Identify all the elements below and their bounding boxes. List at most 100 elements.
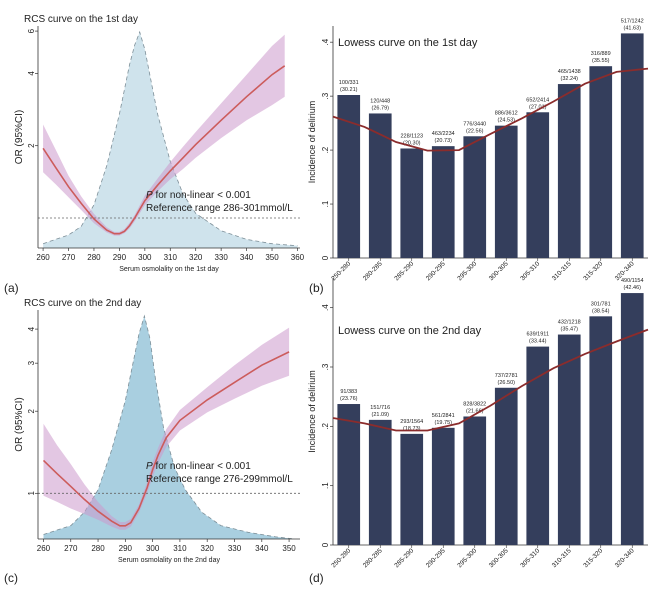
y-axis-title: OR (95%CI) — [14, 110, 25, 164]
x-tick-label: 300-305 — [488, 260, 510, 282]
x-tick-label: 310-315 — [551, 260, 573, 282]
x-axis-title: Serum osmolality on the 2nd day — [118, 557, 220, 564]
bar — [368, 113, 392, 258]
p-nonlinear-annotation: P for non-linear < 0.001 — [146, 461, 251, 472]
x-tick-label: 290-295 — [425, 260, 447, 282]
chart-title: Lowess curve on the 1st day — [338, 37, 478, 49]
bar-count-label: 737/2781 — [495, 373, 518, 379]
bar — [589, 66, 613, 259]
x-tick-label: 285-290 — [393, 547, 415, 569]
bar-percent-label: (20.73) — [435, 138, 453, 144]
x-tick-label: 295-300 — [456, 547, 478, 569]
bar-count-label: 91/383 — [340, 389, 357, 395]
bar — [400, 433, 424, 545]
x-axis-title: Serum osmolality on the 1st day — [119, 266, 219, 273]
x-tick-label: 280-285 — [362, 260, 384, 282]
y-tick-label: 0 — [321, 542, 330, 547]
y-tick-label: .1 — [321, 482, 330, 489]
bar — [368, 419, 392, 545]
ci-band — [43, 327, 290, 530]
y-tick-label: .3 — [321, 92, 330, 99]
bar — [494, 125, 518, 258]
bar-percent-label: (21.66) — [466, 408, 484, 414]
y-tick-label: 2 — [27, 408, 36, 413]
y-axis-title: OR (95%CI) — [14, 397, 25, 451]
x-tick-label: 360 — [291, 253, 305, 262]
bar-count-label: 432/1218 — [558, 320, 581, 326]
y-tick-label: 4 — [27, 326, 36, 331]
bar-percent-label: (42.46) — [624, 285, 642, 291]
bar — [526, 112, 550, 258]
p-nonlinear-annotation: P for non-linear < 0.001 — [146, 190, 251, 201]
x-tick-label: 310-315 — [551, 547, 573, 569]
x-tick-label: 300 — [138, 253, 152, 262]
x-tick-label: 290 — [113, 253, 127, 262]
bar-count-label: 465/1438 — [558, 69, 581, 75]
bar-count-label: 100/331 — [339, 80, 359, 86]
x-tick-label: 260 — [37, 544, 51, 553]
chart-title: RCS curve on the 1st day — [24, 14, 138, 25]
bar-count-label: 463/2234 — [432, 131, 455, 137]
bar — [463, 136, 487, 258]
x-tick-label: 290 — [119, 544, 133, 553]
bar-percent-label: (20.30) — [403, 140, 421, 146]
lowess-curve — [332, 67, 649, 152]
panel-d-lowess-day2: 91/383(23.76) 250-280 151/716(21.09) 280-28… — [307, 278, 649, 569]
reference-range-annotation: Reference range 286-301mmol/L — [146, 203, 293, 214]
bar-percent-label: (22.56) — [466, 128, 484, 134]
x-tick-label: 330 — [228, 544, 242, 553]
y-tick-label: .1 — [321, 200, 330, 207]
y-axis-title: Incidence of delirium — [307, 101, 317, 184]
bar-percent-label: (18.73) — [403, 426, 421, 432]
bar-count-label: 561/2841 — [432, 413, 455, 419]
y-tick-label: 1 — [27, 491, 36, 496]
bar-percent-label: (23.76) — [340, 396, 358, 402]
bar — [494, 387, 518, 545]
x-tick-label: 280-285 — [362, 547, 384, 569]
bar-count-label: 151/716 — [370, 405, 390, 411]
y-tick-label: 3 — [27, 360, 36, 365]
x-tick-label: 260 — [36, 253, 50, 262]
density-outline — [43, 314, 295, 540]
x-tick-label: 250-280 — [330, 547, 352, 569]
x-tick-label: 300-305 — [488, 547, 510, 569]
bar-count-label: 120/448 — [370, 98, 390, 104]
y-tick-label: 4 — [27, 71, 36, 76]
x-tick-label: 350 — [265, 253, 279, 262]
bar — [337, 404, 361, 545]
bar — [589, 316, 613, 545]
chart-title: Lowess curve on the 2nd day — [338, 325, 482, 337]
x-tick-label: 295-300 — [456, 260, 478, 282]
bar — [400, 148, 424, 258]
bar-count-label: 776/3440 — [463, 121, 486, 127]
y-tick-label: .4 — [321, 38, 330, 45]
bar-count-label: 886/3612 — [495, 111, 518, 117]
x-tick-label: 300 — [146, 544, 160, 553]
bar — [526, 346, 550, 545]
x-tick-label: 280 — [87, 253, 101, 262]
lowess-curve — [332, 328, 649, 432]
x-tick-label: 285-290 — [393, 260, 415, 282]
bar-percent-label: (26.79) — [372, 105, 390, 111]
or-curve — [42, 65, 286, 235]
bar-percent-label: (24.53) — [498, 118, 516, 124]
bar-percent-label: (30.21) — [340, 87, 358, 93]
bar-count-label: 490/1154 — [621, 278, 644, 284]
x-tick-label: 270 — [64, 544, 78, 553]
bar — [557, 84, 581, 258]
bar — [620, 293, 644, 545]
bar — [337, 95, 361, 259]
bar-percent-label: (27.01) — [529, 104, 547, 110]
bar-percent-label: (35.47) — [561, 327, 579, 333]
bar-count-label: 517/1242 — [621, 18, 644, 24]
y-axis-title: Incidence of delirium — [307, 370, 317, 453]
x-tick-label: 315-320 — [582, 547, 604, 569]
panel-label-a: (a) — [4, 281, 19, 295]
bar-count-label: 228/1123 — [400, 133, 423, 139]
bar-percent-label: (33.44) — [529, 339, 547, 345]
bar — [557, 334, 581, 545]
y-tick-label: .3 — [321, 363, 330, 370]
bar-percent-label: (32.24) — [561, 76, 579, 82]
y-tick-label: .2 — [321, 422, 330, 429]
